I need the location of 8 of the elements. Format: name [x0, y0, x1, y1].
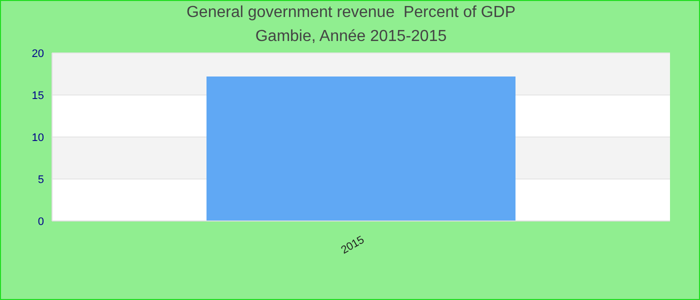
y-tick-label: 20 [32, 48, 44, 60]
y-tick-label: 0 [38, 216, 44, 228]
y-tick-label: 5 [38, 174, 44, 186]
y-tick-label: 15 [32, 90, 44, 102]
x-tick-label: 2015 [339, 234, 366, 257]
y-tick-label: 10 [32, 132, 44, 144]
chart-title: General government revenue Percent of GDP [185, 4, 517, 22]
chart-subtitle: Gambie, Année 2015-2015 [254, 28, 448, 46]
